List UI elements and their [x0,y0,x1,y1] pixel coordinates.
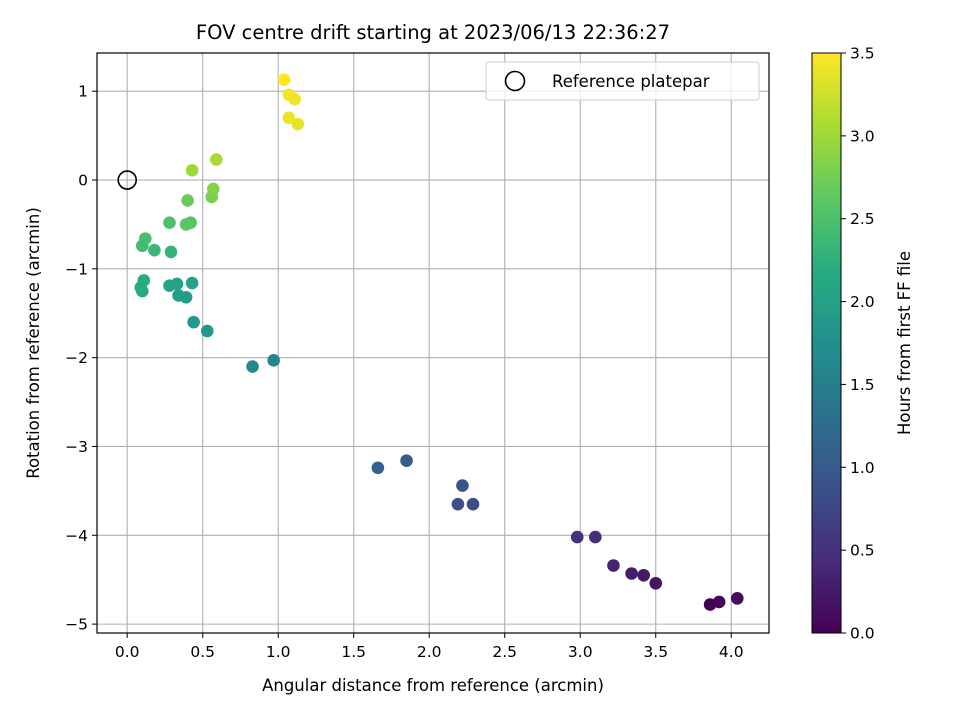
colorbar-tick-label: 3.5 [850,45,875,63]
data-point [148,243,161,257]
data-point [267,354,280,367]
data-point [625,567,638,580]
reference-marker [117,170,138,190]
data-point [163,216,176,229]
y-tick-label: −5 [65,616,88,634]
legend-box [485,61,760,101]
colorbar-tick-label: 0.5 [850,542,875,560]
colorbar-tick-label: 0.0 [850,625,875,643]
x-tick-label: 3.5 [643,643,668,661]
y-tick-label: −1 [65,260,88,278]
x-tick-label: 0.5 [190,643,215,661]
data-point [163,279,176,293]
y-tick-label: 0 [78,172,88,190]
colorbar-tick-label: 2.5 [850,210,875,228]
data-points [134,73,744,611]
data-point [466,497,480,511]
colorbar-tick-label: 3.0 [850,127,875,145]
data-point [185,276,199,290]
plot-area [96,52,770,634]
data-point [206,182,220,196]
data-point [179,218,193,231]
x-axis: 0.0 0.5 1.0 1.5 2.0 2.5 3.0 3.5 4.0 [115,633,744,661]
x-tick-label: 4.0 [719,643,744,661]
data-point [637,568,650,582]
data-point [607,559,620,572]
x-tick-label: 3.0 [568,643,593,661]
data-point [277,73,291,86]
data-point [371,461,385,475]
data-point [134,281,148,294]
y-tick-label: 1 [78,83,88,101]
x-axis-label: Angular distance from reference (arcmin) [262,676,604,695]
data-point [570,530,584,544]
data-point [451,497,465,511]
colorbar: 0.0 0.5 1.0 1.5 2.0 2.5 3.0 3.5 Hours from firs… [811,45,914,643]
legend-label: Reference platepar [552,72,710,91]
colorbar-tick-label: 1.0 [850,459,875,477]
x-tick-label: 2.5 [492,643,517,661]
y-tick-label: −3 [65,438,88,456]
colorbar-tick-label: 1.5 [850,376,875,394]
y-axis-label: Rotation from reference (arcmin) [24,207,43,479]
legend: Reference platepar [485,61,760,101]
x-tick-label: 0.0 [115,643,140,661]
data-point [181,194,194,207]
data-point [172,289,185,302]
data-point [282,111,296,125]
data-point [400,454,413,467]
data-point [712,595,726,609]
x-tick-label: 1.0 [266,643,291,661]
y-axis: 1 0 −1 −2 −3 −4 −5 [65,83,97,634]
data-point [164,245,178,259]
legend-marker-icon [504,70,526,92]
chart-title: FOV centre drift starting at 2023/06/13 … [196,21,670,44]
y-tick-label: −4 [65,527,88,545]
data-point [200,324,214,338]
data-point [288,92,302,106]
data-point [649,576,663,590]
data-point [246,360,259,373]
y-tick-label: −2 [65,349,88,367]
colorbar-ticks: 0.0 0.5 1.0 1.5 2.0 2.5 3.0 3.5 [841,45,875,643]
grid [97,53,769,633]
colorbar-label: Hours from first FF file [895,251,914,435]
data-point [456,479,469,492]
data-point [730,592,744,605]
plot-frame [96,52,770,634]
data-point [209,153,223,166]
x-tick-label: 1.5 [341,643,366,661]
x-tick-label: 2.0 [417,643,442,661]
data-point [589,530,602,544]
colorbar-gradient [811,52,842,634]
data-point [185,163,199,177]
data-point [187,315,200,329]
colorbar-tick-label: 2.0 [850,293,875,311]
data-point [291,117,305,131]
data-point [136,239,149,253]
